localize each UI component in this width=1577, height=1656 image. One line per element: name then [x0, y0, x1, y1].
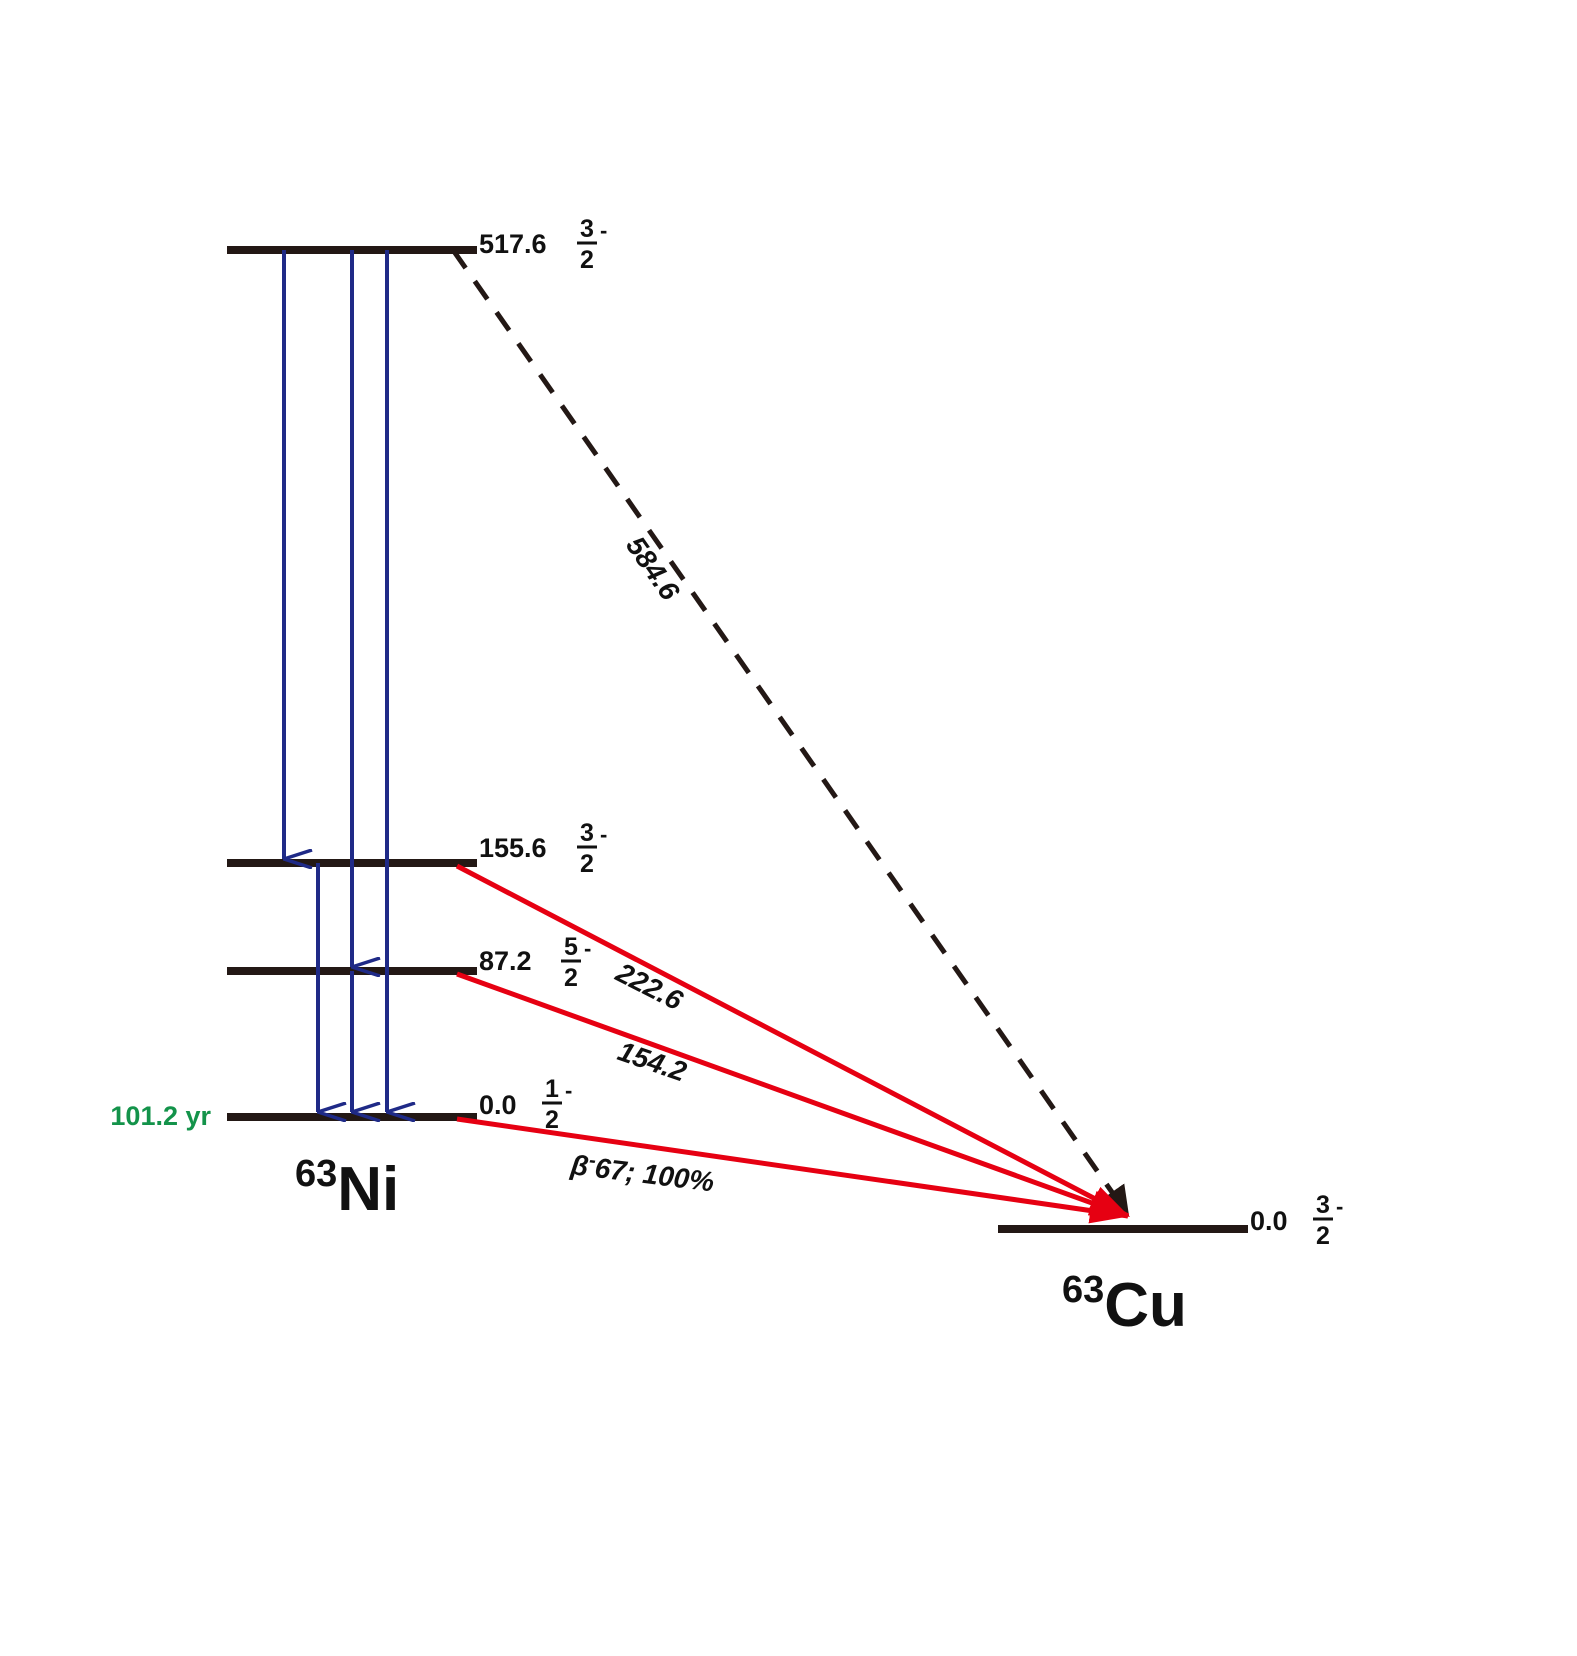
level-155-spin-denominator: 2: [580, 850, 594, 878]
level-517-energy: 517.6: [479, 229, 547, 259]
daughter-level-spin-denominator: 2: [1316, 1222, 1330, 1250]
beta-0-arrow: [456, 1116, 1130, 1224]
beta-minus-superscript: -: [588, 1149, 598, 1172]
parent-symbol: Ni: [337, 1155, 399, 1224]
parent-nuclide-label: 63Ni: [295, 1153, 399, 1224]
level-87-energy: 87.2: [479, 946, 532, 976]
level-517-spin-denominator: 2: [580, 246, 594, 274]
level-87-parity: -: [584, 936, 591, 961]
daughter-level-energy: 0.0: [1250, 1206, 1288, 1236]
level-155-spin-numerator: 3: [580, 819, 594, 847]
beta-symbol: β: [568, 1149, 590, 1182]
level-0-parity: -: [565, 1078, 572, 1103]
level-87-spin-numerator: 5: [564, 933, 578, 961]
level-517-spin-numerator: 3: [580, 215, 594, 243]
level-155-energy: 155.6: [479, 833, 547, 863]
level-155-parity: -: [600, 822, 607, 847]
level-0-energy: 0.0: [479, 1090, 517, 1120]
beta-155-arrow: [455, 863, 1130, 1219]
dashed-transition-arrow: [450, 248, 1131, 1217]
half-life-label: 101.2 yr: [110, 1101, 211, 1131]
beta-67-value: 67; 100%: [593, 1152, 716, 1197]
daughter-nuclide-label: 63Cu: [1062, 1269, 1187, 1340]
daughter-level-parity: -: [1336, 1194, 1343, 1219]
parent-mass-number: 63: [295, 1153, 337, 1195]
level-517-parity: -: [600, 218, 607, 243]
beta-87-arrow: [456, 971, 1130, 1219]
daughter-mass-number: 63: [1062, 1269, 1104, 1311]
level-0-spin-numerator: 1: [545, 1075, 559, 1103]
daughter-symbol: Cu: [1104, 1271, 1187, 1340]
daughter-level-spin-numerator: 3: [1316, 1191, 1330, 1219]
level-0-spin-denominator: 2: [545, 1106, 559, 1134]
level-87-spin-denominator: 2: [564, 964, 578, 992]
